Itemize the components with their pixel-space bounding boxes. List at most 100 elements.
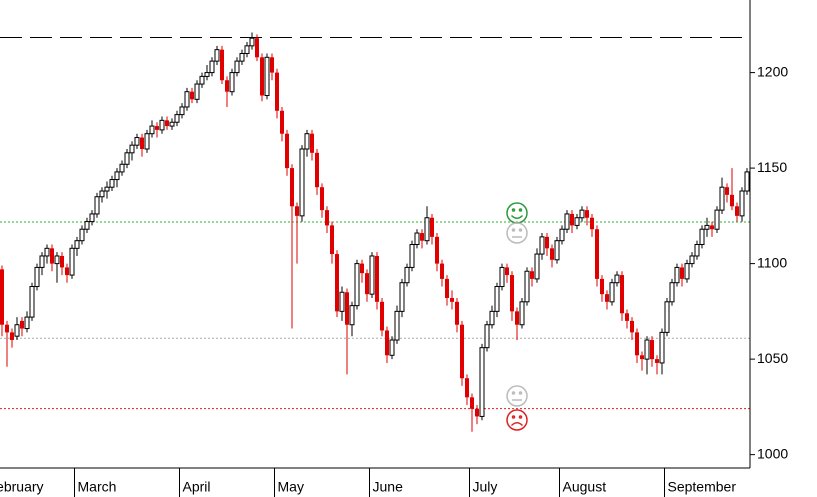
up-candle [89,213,95,223]
up-candle [44,247,50,257]
up-candle [134,137,140,146]
up-candle [264,56,270,97]
up-candle [399,282,405,312]
down-candle [585,210,589,218]
up-candle [69,247,75,276]
y-tick-label: 1050 [757,350,788,366]
up-candle [14,324,20,337]
down-candle [635,332,639,356]
down-candle [155,126,159,130]
y-tick-label: 1150 [757,159,787,175]
neutral-icon [506,222,528,244]
down-candle [650,340,654,360]
up-candle [174,114,180,123]
up-candle [519,301,525,326]
x-tick-label: March [78,479,117,495]
down-candle [380,301,384,331]
down-candle [505,267,509,276]
happy-icon [506,202,528,224]
up-candle [114,171,120,181]
down-candle [5,324,9,333]
up-candle [499,266,505,288]
up-candle [424,217,430,242]
up-candle [124,152,130,165]
up-candle [244,45,250,54]
up-candle [144,133,150,150]
down-candle [430,217,434,237]
down-candle [60,255,64,268]
up-candle [494,286,500,312]
down-candle [730,194,734,207]
down-candle [450,297,454,302]
x-tick-label: May [278,479,304,495]
up-candle [659,331,665,364]
up-candle [339,291,345,312]
up-candle [29,286,35,318]
up-candle [214,49,220,62]
up-candle [34,266,40,288]
down-candle [600,278,604,295]
down-candle [10,332,14,341]
down-candle [360,263,364,274]
down-candle [285,133,289,169]
down-candle [310,133,314,153]
up-candle [369,255,375,295]
down-candle [20,320,24,329]
down-candle [570,213,574,226]
down-candle [345,292,349,325]
down-candle [445,278,449,298]
up-candle [739,190,745,217]
down-candle [590,217,594,230]
down-candle [655,359,659,363]
up-candle [94,196,100,215]
y-tick-label: 1100 [757,254,787,270]
down-candle [630,320,634,333]
down-candle [325,210,329,226]
up-candle [394,310,400,341]
x-tick-label: June [373,479,404,495]
up-candle [524,270,530,303]
down-candle [330,225,334,255]
y-tick-label: 1200 [757,63,788,79]
up-candle [229,72,235,93]
neutral-icon [506,385,528,407]
down-candle [290,168,294,207]
down-candle [50,248,54,264]
down-candle [710,225,714,230]
x-tick-label: September [668,479,737,495]
up-candle [179,106,185,116]
x-tick-label: February [0,479,44,495]
up-candle [354,263,360,307]
up-candle [559,228,565,242]
up-candle [714,209,720,230]
down-candle [140,137,144,149]
up-candle [104,186,110,192]
down-candle [320,187,324,211]
up-candle [54,255,60,265]
down-candle [515,311,519,325]
down-candle [65,267,69,276]
up-candle [699,228,705,246]
down-candle [420,233,424,241]
up-candle [39,255,45,268]
down-candle [530,271,534,279]
down-candle [680,267,684,279]
up-candle [79,228,85,242]
up-candle [409,244,415,268]
down-candle [255,38,259,58]
down-candle [295,206,299,216]
down-candle [220,49,224,81]
down-candle [470,397,474,409]
down-candle [435,236,439,264]
up-candle [684,263,690,280]
down-candle [335,254,339,312]
down-candle [465,378,469,398]
down-candle [165,120,169,127]
up-candle [719,186,725,211]
down-candle [315,152,319,188]
up-candle [199,75,205,85]
up-candle [664,301,670,333]
up-candle [74,240,80,249]
down-candle [225,80,229,92]
